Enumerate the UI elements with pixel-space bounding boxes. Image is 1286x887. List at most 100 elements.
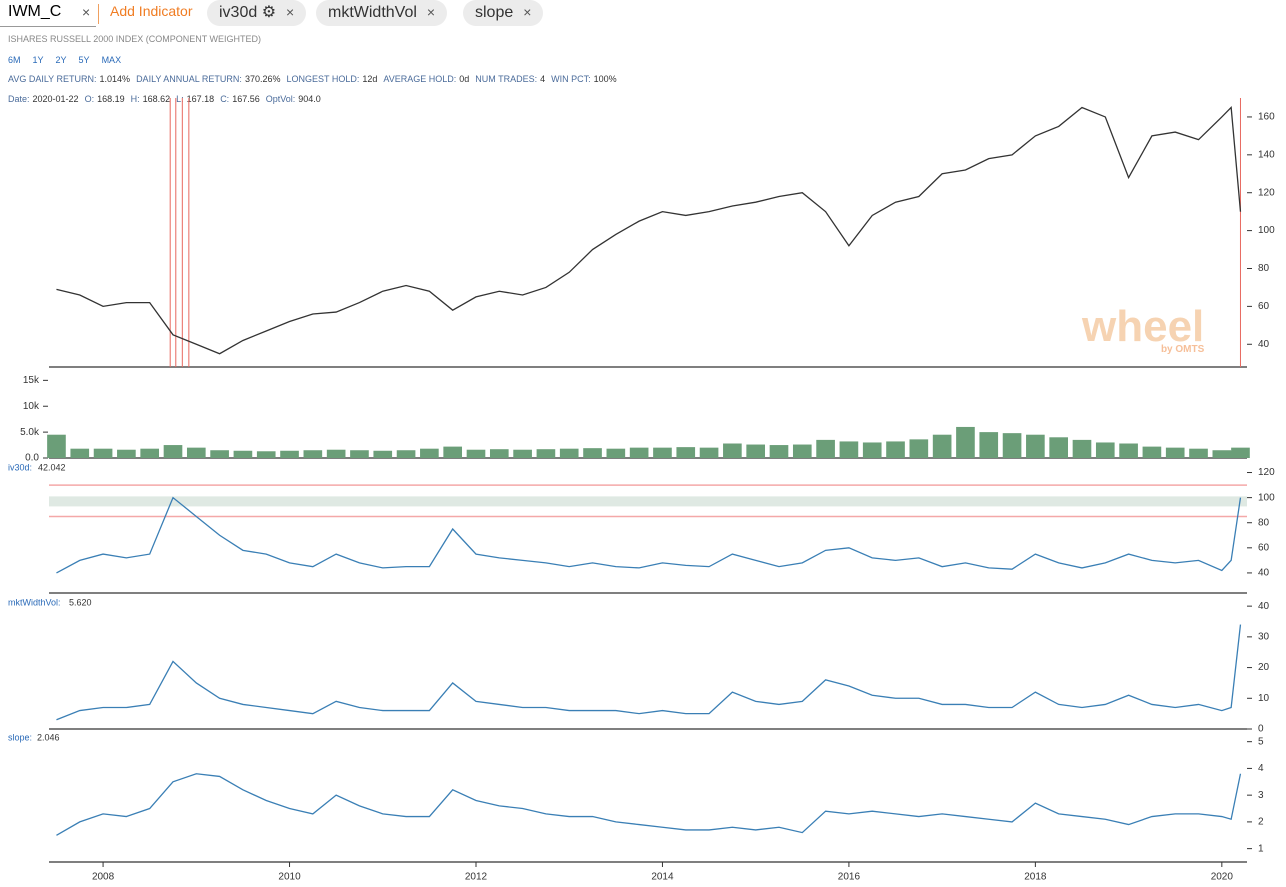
stats-value: 4 xyxy=(540,74,546,84)
volume-bar xyxy=(746,444,766,458)
y-tick-label: 15k xyxy=(23,375,40,386)
y-tick-label: 120 xyxy=(1258,187,1275,198)
tab-label: slope xyxy=(475,4,514,21)
stats-label: DAILY ANNUAL RETURN: xyxy=(136,74,242,84)
volume-bar xyxy=(1026,434,1045,458)
indicator-name: iv30d: xyxy=(8,462,32,472)
volume-bar xyxy=(163,445,183,458)
y-tick-label: 120 xyxy=(1258,467,1275,478)
settings-icon[interactable]: ⚙ xyxy=(261,4,277,21)
stats-value: 1.014% xyxy=(99,74,131,84)
tab[interactable]: mktWidthVol × xyxy=(316,0,448,26)
range-button[interactable]: 5Y xyxy=(78,55,90,65)
x-tick-label: 2010 xyxy=(278,872,301,883)
volume-bar xyxy=(117,449,136,458)
ohlc-label: OptVol: xyxy=(265,94,296,104)
volume-bar xyxy=(420,448,439,458)
stats-label: LONGEST HOLD: xyxy=(286,74,360,84)
volume-bar xyxy=(280,450,299,458)
stats: AVG DAILY RETURN: 1.014% DAILY ANNUAL RETU… xyxy=(8,74,623,84)
volume-bar xyxy=(210,450,229,458)
volume-bar xyxy=(186,447,206,458)
volume-bar xyxy=(1165,447,1185,458)
volume-bar xyxy=(1072,439,1092,458)
volume-bar xyxy=(699,447,719,458)
tab[interactable]: slope × xyxy=(463,0,544,26)
tab-label: iv30d xyxy=(219,4,258,21)
volume-bar xyxy=(513,449,532,458)
y-tick-label: 100 xyxy=(1258,492,1275,503)
volume-bar xyxy=(653,447,672,458)
stats-value: 100% xyxy=(593,74,617,84)
ohlc-value: 167.56 xyxy=(232,94,260,104)
ohlc-value: 168.19 xyxy=(97,94,125,104)
indicator-value: 42.042 xyxy=(38,462,66,472)
volume-bar xyxy=(583,448,602,458)
y-tick-label: 80 xyxy=(1258,517,1270,528)
volume-bar xyxy=(140,448,160,458)
volume-bar xyxy=(1212,450,1232,458)
ohlc-value: 2020-01-22 xyxy=(32,94,79,104)
stats-value: 370.26% xyxy=(244,74,281,84)
volume-bar xyxy=(256,451,276,458)
symbol-input[interactable]: IWM_C × xyxy=(0,0,96,27)
volume-bar xyxy=(47,434,66,458)
ohlc-value: 904.0 xyxy=(298,94,321,104)
volume-bar xyxy=(443,446,463,458)
series-line xyxy=(56,773,1242,836)
close-icon[interactable]: × xyxy=(82,4,91,20)
volume-bar xyxy=(70,448,90,458)
volume-bar xyxy=(1189,448,1208,458)
watermark-text: wheel xyxy=(1082,302,1205,351)
volume-bar xyxy=(886,441,905,458)
watermark-sub: by OMTS xyxy=(1160,344,1205,355)
volume-bar xyxy=(93,448,113,458)
volume-bar xyxy=(723,443,742,458)
volume-bar xyxy=(396,450,416,458)
y-tick-label: 20 xyxy=(1258,662,1270,673)
close-icon[interactable]: × xyxy=(286,4,295,20)
y-tick-label: 3 xyxy=(1258,790,1264,801)
ohlc-label: Date: xyxy=(8,94,30,104)
series-line xyxy=(56,106,1242,355)
y-tick-label: 5.0k xyxy=(20,427,40,438)
volume-bar xyxy=(862,442,882,458)
ohlc-label: O: xyxy=(84,94,95,104)
range-button[interactable]: MAX xyxy=(101,55,122,65)
indicator-value: 5.620 xyxy=(69,597,92,607)
range-button[interactable]: 2Y xyxy=(55,55,67,65)
y-tick-label: 80 xyxy=(1258,263,1270,274)
subtitle: ISHARES RUSSELL 2000 INDEX (COMPONENT WE… xyxy=(8,34,262,44)
ohlc-value: 167.18 xyxy=(186,94,215,104)
close-icon[interactable]: × xyxy=(523,4,532,20)
ohlc-label: L: xyxy=(176,94,184,104)
tab[interactable]: iv30d ⚙ × xyxy=(207,0,307,26)
stats-value: 12d xyxy=(362,74,378,84)
threshold-band xyxy=(49,496,1247,507)
volume-bar xyxy=(350,450,369,458)
y-tick-label: 2 xyxy=(1258,817,1264,828)
y-tick-label: 140 xyxy=(1258,149,1275,160)
indicator-name: mktWidthVol: xyxy=(8,597,61,607)
indicator-name: slope: xyxy=(8,732,32,742)
stats-label: AVERAGE HOLD: xyxy=(383,74,457,84)
x-tick-label: 2014 xyxy=(651,872,674,883)
range-button[interactable]: 6M xyxy=(8,55,21,65)
volume-bar xyxy=(676,447,696,458)
x-tick-label: 2020 xyxy=(1211,872,1234,883)
divider xyxy=(98,4,99,24)
volume-bar xyxy=(1221,450,1241,458)
series-line xyxy=(56,624,1242,721)
volume-bar xyxy=(233,450,253,458)
volume-bar xyxy=(816,439,835,458)
y-tick-label: 40 xyxy=(1258,568,1270,579)
volume-bar xyxy=(979,432,999,458)
volume-bar xyxy=(536,449,556,458)
close-icon[interactable]: × xyxy=(426,4,436,20)
volume-bar xyxy=(932,434,952,458)
volume-bar xyxy=(1002,433,1022,458)
add-indicator[interactable]: Add Indicator xyxy=(110,3,193,19)
range-button[interactable]: 1Y xyxy=(32,55,44,65)
y-tick-label: 5 xyxy=(1258,736,1264,747)
